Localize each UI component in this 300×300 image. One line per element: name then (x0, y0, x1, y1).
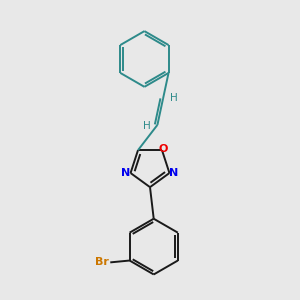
Text: N: N (122, 168, 131, 178)
Text: H: H (143, 121, 151, 131)
Text: H: H (170, 93, 177, 103)
Text: O: O (159, 144, 168, 154)
Text: Br: Br (95, 257, 109, 267)
Text: N: N (169, 168, 178, 178)
